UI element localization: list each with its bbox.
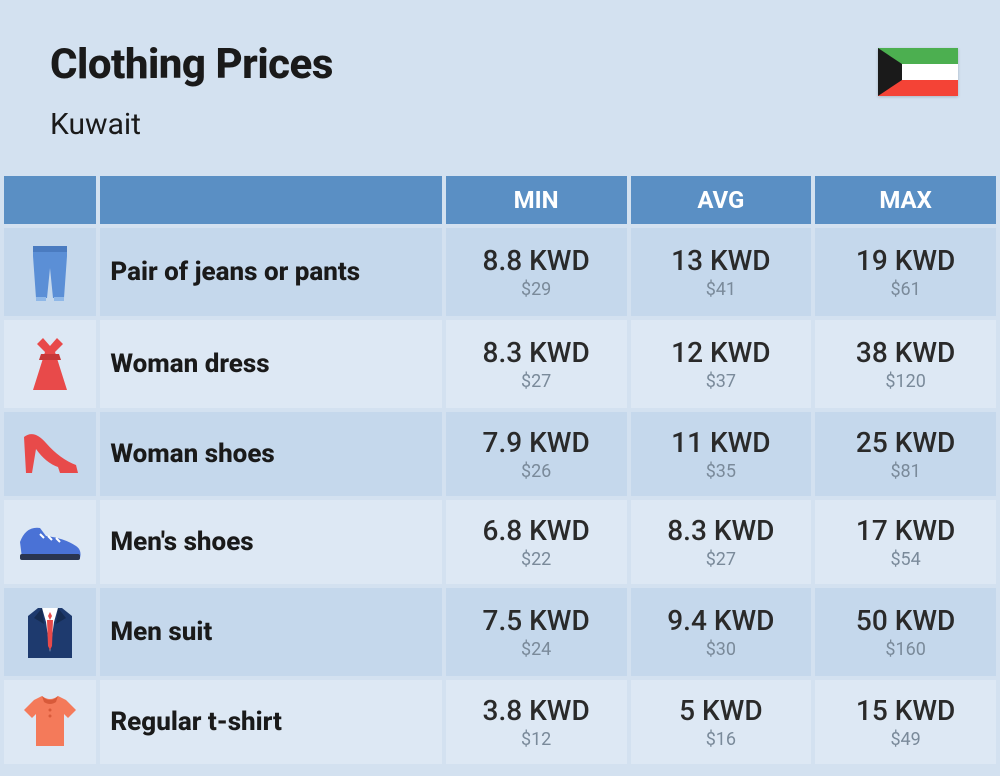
price-usd: $49 [815, 729, 996, 750]
col-label [100, 176, 441, 224]
price-usd: $29 [446, 279, 627, 300]
item-label: Woman shoes [100, 412, 441, 496]
price-usd: $37 [631, 371, 812, 392]
price-kwd: 9.4 KWD [631, 604, 812, 637]
price-cell-min: 7.9 KWD $26 [446, 412, 627, 496]
price-cell-avg: 12 KWD $37 [631, 320, 812, 408]
price-usd: $61 [815, 279, 996, 300]
price-kwd: 7.5 KWD [446, 604, 627, 637]
page-title: Clothing Prices [50, 40, 950, 89]
price-usd: $27 [631, 549, 812, 570]
price-kwd: 12 KWD [631, 336, 812, 369]
heel-icon [4, 412, 96, 496]
page-subtitle: Kuwait [50, 107, 950, 142]
price-usd: $22 [446, 549, 627, 570]
price-usd: $12 [446, 729, 627, 750]
price-cell-avg: 11 KWD $35 [631, 412, 812, 496]
price-cell-min: 8.8 KWD $29 [446, 228, 627, 316]
price-cell-max: 38 KWD $120 [815, 320, 996, 408]
header: Clothing Prices Kuwait [0, 0, 1000, 172]
price-table: MIN AVG MAX Pair of jeans or pants 8.8 K… [0, 172, 1000, 768]
price-kwd: 17 KWD [815, 514, 996, 547]
price-usd: $30 [631, 639, 812, 660]
price-kwd: 25 KWD [815, 426, 996, 459]
item-label: Men suit [100, 588, 441, 676]
price-kwd: 11 KWD [631, 426, 812, 459]
price-cell-avg: 8.3 KWD $27 [631, 500, 812, 584]
table-row: Woman shoes 7.9 KWD $26 11 KWD $35 25 KW… [4, 412, 996, 496]
price-kwd: 15 KWD [815, 694, 996, 727]
price-usd: $26 [446, 461, 627, 482]
price-cell-avg: 5 KWD $16 [631, 680, 812, 764]
sneaker-icon [4, 500, 96, 584]
price-usd: $41 [631, 279, 812, 300]
price-kwd: 8.3 KWD [446, 336, 627, 369]
item-label: Men's shoes [100, 500, 441, 584]
item-label: Pair of jeans or pants [100, 228, 441, 316]
price-cell-max: 15 KWD $49 [815, 680, 996, 764]
price-kwd: 5 KWD [631, 694, 812, 727]
jeans-icon [4, 228, 96, 316]
price-kwd: 8.8 KWD [446, 244, 627, 277]
price-kwd: 8.3 KWD [631, 514, 812, 547]
price-usd: $120 [815, 371, 996, 392]
table-row: Pair of jeans or pants 8.8 KWD $29 13 KW… [4, 228, 996, 316]
price-cell-min: 3.8 KWD $12 [446, 680, 627, 764]
price-kwd: 7.9 KWD [446, 426, 627, 459]
price-kwd: 13 KWD [631, 244, 812, 277]
col-avg: AVG [631, 176, 812, 224]
price-usd: $16 [631, 729, 812, 750]
price-kwd: 38 KWD [815, 336, 996, 369]
price-cell-max: 17 KWD $54 [815, 500, 996, 584]
price-cell-min: 6.8 KWD $22 [446, 500, 627, 584]
price-kwd: 50 KWD [815, 604, 996, 637]
price-kwd: 6.8 KWD [446, 514, 627, 547]
price-cell-avg: 9.4 KWD $30 [631, 588, 812, 676]
table-row: Woman dress 8.3 KWD $27 12 KWD $37 38 KW… [4, 320, 996, 408]
col-min: MIN [446, 176, 627, 224]
price-usd: $54 [815, 549, 996, 570]
price-usd: $35 [631, 461, 812, 482]
price-kwd: 3.8 KWD [446, 694, 627, 727]
table-row: Men's shoes 6.8 KWD $22 8.3 KWD $27 17 K… [4, 500, 996, 584]
price-usd: $81 [815, 461, 996, 482]
price-cell-min: 7.5 KWD $24 [446, 588, 627, 676]
price-cell-max: 50 KWD $160 [815, 588, 996, 676]
price-cell-avg: 13 KWD $41 [631, 228, 812, 316]
table-header-row: MIN AVG MAX [4, 176, 996, 224]
price-kwd: 19 KWD [815, 244, 996, 277]
price-cell-min: 8.3 KWD $27 [446, 320, 627, 408]
dress-icon [4, 320, 96, 408]
price-cell-max: 25 KWD $81 [815, 412, 996, 496]
suit-icon [4, 588, 96, 676]
price-usd: $27 [446, 371, 627, 392]
item-label: Regular t-shirt [100, 680, 441, 764]
item-label: Woman dress [100, 320, 441, 408]
tshirt-icon [4, 680, 96, 764]
kuwait-flag-icon [878, 48, 958, 96]
table-row: Regular t-shirt 3.8 KWD $12 5 KWD $16 15… [4, 680, 996, 764]
price-usd: $160 [815, 639, 996, 660]
price-usd: $24 [446, 639, 627, 660]
col-icon [4, 176, 96, 224]
price-cell-max: 19 KWD $61 [815, 228, 996, 316]
col-max: MAX [815, 176, 996, 224]
table-row: Men suit 7.5 KWD $24 9.4 KWD $30 50 KWD … [4, 588, 996, 676]
